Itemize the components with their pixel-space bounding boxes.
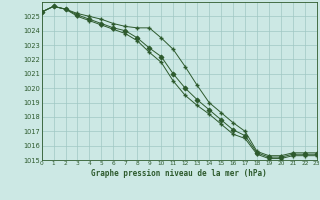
X-axis label: Graphe pression niveau de la mer (hPa): Graphe pression niveau de la mer (hPa) bbox=[91, 169, 267, 178]
